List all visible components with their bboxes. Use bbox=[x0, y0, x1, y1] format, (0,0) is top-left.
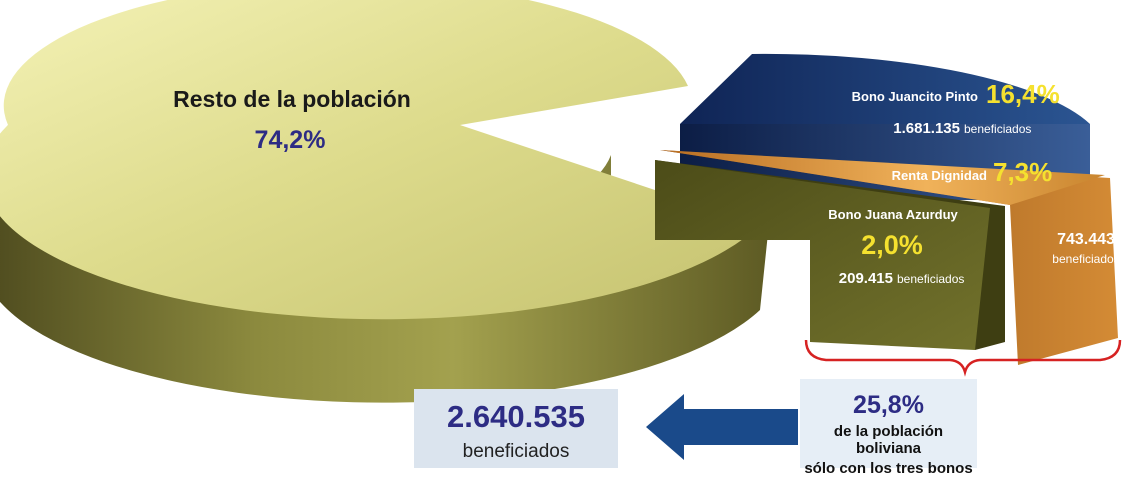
summary-line-2: sólo con los tres bonos bbox=[804, 460, 973, 477]
count-juancito-pinto: 1.681.135 bbox=[893, 120, 960, 137]
summary-box: 25,8% de la población boliviana sólo con… bbox=[800, 379, 977, 477]
value-juana-azurduy: 2,0% bbox=[861, 230, 923, 260]
count-suffix-renta-dignidad: beneficiados bbox=[1052, 252, 1119, 266]
pie-slice-resto bbox=[0, 0, 768, 403]
label-juana-azurduy: Bono Juana Azurduy bbox=[828, 207, 958, 222]
pie-slice-renta-dignidad bbox=[660, 150, 1118, 365]
value-resto: 74,2% bbox=[255, 126, 326, 154]
value-juancito-pinto: 16,4% bbox=[986, 79, 1060, 109]
value-renta-dignidad: 7,3% bbox=[993, 157, 1052, 187]
label-juancito-pinto: Bono Juancito Pinto bbox=[852, 89, 978, 104]
pie-slice-resto-top bbox=[0, 0, 760, 320]
brace bbox=[804, 339, 1122, 377]
label-renta-dignidad: Renta Dignidad bbox=[892, 168, 987, 183]
count-suffix-juancito-pinto: beneficiados bbox=[964, 122, 1031, 136]
summary-line-1: de la población boliviana bbox=[833, 423, 944, 457]
label-resto: Resto de la población bbox=[173, 86, 411, 112]
total-beneficiaries-value: 2.640.535 bbox=[447, 399, 585, 434]
total-beneficiaries-label: beneficiados bbox=[462, 441, 570, 462]
summary-percent: 25,8% bbox=[853, 391, 924, 419]
left-arrow-icon bbox=[646, 394, 798, 460]
count-juana-azurduy: 209.415 bbox=[839, 270, 893, 287]
count-suffix-juana-azurduy: beneficiados bbox=[897, 272, 964, 286]
count-renta-dignidad: 743.443 bbox=[1057, 231, 1115, 248]
total-beneficiaries-box: 2.640.535 beneficiados bbox=[414, 389, 618, 468]
pie-slice-juana-azurduy bbox=[655, 160, 1005, 350]
